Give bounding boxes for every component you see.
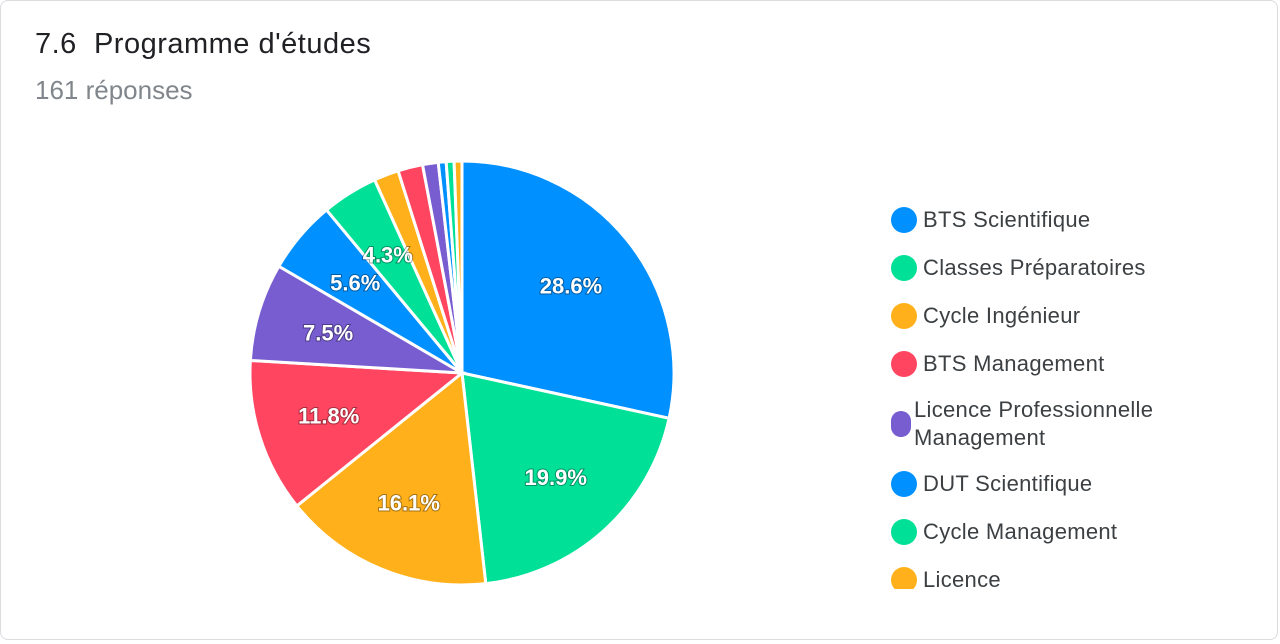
pie-slice[interactable]	[460, 371, 671, 586]
slice-data-label: 19.9%	[525, 465, 587, 490]
legend-marker	[891, 351, 917, 377]
chart-legend[interactable]: BTS Scientifique Classes Préparatoires Cyc…	[891, 196, 1221, 589]
legend-item[interactable]: Classes Préparatoires	[891, 244, 1221, 292]
slice-data-label: 28.6%	[540, 273, 602, 298]
legend-marker	[891, 411, 911, 437]
legend-label: Cycle Ingénieur	[923, 303, 1081, 328]
legend-marker	[891, 471, 917, 497]
question-title: 7.6 Programme d'études	[35, 28, 371, 61]
legend-marker	[891, 567, 917, 589]
legend-label: Cycle Management	[923, 519, 1118, 544]
legend-item[interactable]: Licence	[891, 556, 1221, 589]
question-number: 7.6	[35, 28, 77, 60]
pie-chart: 28.6% 19.9% 16.1% 11.8% 7.5% 5.6% 4.3%	[248, 159, 676, 587]
pie-slice[interactable]	[248, 358, 466, 509]
legend-marker	[891, 255, 917, 281]
legend-item[interactable]: BTS Scientifique	[891, 196, 1221, 244]
legend-item[interactable]: BTS Management	[891, 340, 1221, 388]
legend-label: DUT Scientifique	[923, 471, 1093, 496]
legend-marker	[891, 207, 917, 233]
pie-slice[interactable]	[452, 159, 464, 374]
legend-item[interactable]: Cycle Ingénieur	[891, 292, 1221, 340]
slice-data-label: 5.6%	[330, 271, 380, 296]
legend-label: Licence Professionnelle Management	[914, 397, 1154, 450]
legend-item[interactable]: DUT Scientifique	[891, 460, 1221, 508]
legend-marker	[891, 303, 917, 329]
pie-slice[interactable]	[294, 370, 488, 587]
slice-data-label: 11.8%	[298, 404, 359, 429]
response-count: 161 réponses	[35, 75, 193, 105]
question-title-text: Programme d'études	[93, 28, 372, 60]
legend-label: Classes Préparatoires	[923, 255, 1146, 280]
slice-data-label: 16.1%	[378, 490, 440, 515]
legend-item[interactable]: Licence Professionnelle Management	[891, 388, 1221, 460]
slice-data-label: 7.5%	[303, 321, 353, 346]
slice-data-label: 4.3%	[363, 242, 413, 267]
pie-slice[interactable]	[248, 264, 463, 375]
legend-label: Licence	[923, 567, 1001, 589]
legend-label: BTS Scientifique	[923, 207, 1091, 232]
legend-marker	[891, 519, 917, 545]
legend-label: BTS Management	[923, 351, 1105, 376]
legend-item[interactable]: Cycle Management	[891, 508, 1221, 556]
pie-slice[interactable]	[460, 159, 676, 421]
